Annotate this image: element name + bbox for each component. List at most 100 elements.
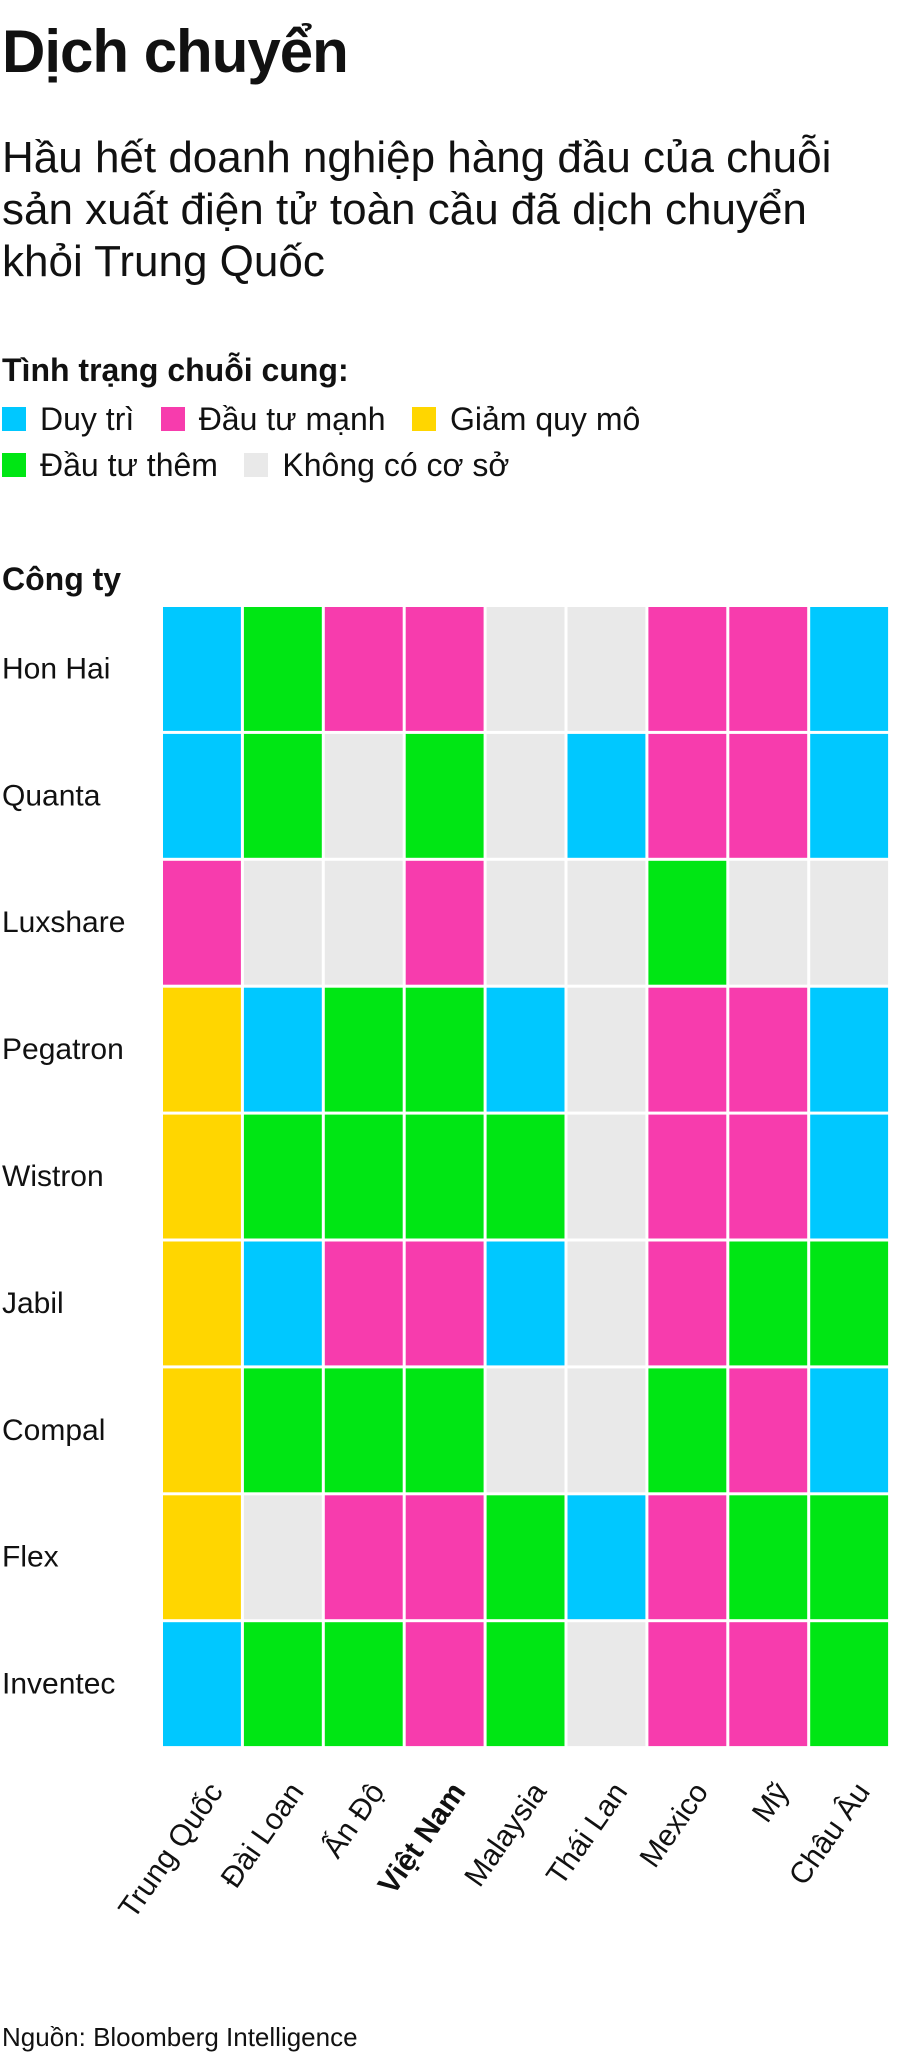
column-label: Mỹ: [746, 1777, 796, 1829]
row-label: Hon Hai: [2, 652, 110, 685]
column-label: Mexico: [634, 1777, 716, 1874]
legend-item-dau-tu-manh: Đầu tư mạnh: [160, 396, 386, 442]
row-label: Wistron: [2, 1160, 104, 1193]
heatmap-cell: [486, 733, 565, 858]
heatmap-cell: [324, 987, 403, 1112]
heatmap-cell: [648, 1241, 727, 1366]
heatmap-cell: [648, 1622, 727, 1747]
column-label: Thái Lan: [540, 1777, 634, 1892]
heatmap-cell: [405, 987, 484, 1112]
heatmap-cell: [405, 1114, 484, 1239]
heatmap-cell: [163, 1368, 241, 1493]
heatmap-cell: [243, 1495, 322, 1620]
legend-label-giam-quy-mo: Giảm quy mô: [449, 400, 641, 437]
heatmap-cell: [405, 1495, 484, 1620]
heatmap-cell: [163, 1241, 241, 1366]
heatmap-cell: [486, 1368, 565, 1493]
heatmap-cell: [405, 1622, 484, 1747]
legend-label-khong-co-co-so: Không có cơ sở: [282, 446, 510, 483]
heatmap-cell: [405, 607, 484, 731]
heatmap-cell: [324, 1241, 403, 1366]
heatmap-cell: [243, 1114, 322, 1239]
column-label: Châu Âu: [783, 1777, 877, 1892]
heatmap-cell: [729, 1241, 808, 1366]
heatmap-cell: [648, 860, 727, 985]
heatmap-cell: [163, 860, 241, 985]
heatmap-cell: [405, 1368, 484, 1493]
heatmap-cell: [243, 860, 322, 985]
legend-item-duy-tri: Duy trì: [2, 396, 134, 442]
heatmap-cell: [324, 607, 403, 731]
heatmap-cell: [810, 860, 889, 985]
heatmap-cell: [729, 1622, 808, 1747]
heatmap-cell: [163, 733, 241, 858]
heatmap-cell: [729, 987, 808, 1112]
row-label: Jabil: [2, 1287, 64, 1320]
heatmap-cell: [810, 1241, 889, 1366]
legend-item-dau-tu-them: Đầu tư thêm: [2, 442, 218, 488]
heatmap-cell: [567, 1368, 646, 1493]
row-header-label: Công ty: [2, 561, 122, 597]
heatmap-cell: [810, 1495, 889, 1620]
heatmap-cell: [163, 1114, 241, 1239]
heatmap-cell: [163, 1495, 241, 1620]
heatmap-cell: [729, 1495, 808, 1620]
heatmap-chart: Hon Hai Quanta Luxshare Pegatron Wistron Jabi…: [2, 607, 889, 1925]
heatmap-cell: [243, 607, 322, 731]
heatmap-cell: [648, 1495, 727, 1620]
heatmap-cell: [567, 1495, 646, 1620]
column-label: Đài Loan: [215, 1777, 311, 1894]
column-label: Ấn Độ: [316, 1776, 392, 1864]
legend: Duy trì Đầu tư mạnh Giảm quy mô Đầu tư t…: [2, 396, 882, 488]
legend-item-giam-quy-mo: Giảm quy mô: [411, 396, 641, 442]
heatmap-cell: [324, 860, 403, 985]
heatmap-cell: [567, 733, 646, 858]
heatmap-cell: [810, 1622, 889, 1747]
heatmap-cell: [243, 987, 322, 1112]
heatmap-cell: [324, 1622, 403, 1747]
heatmap-cell: [648, 1114, 727, 1239]
heatmap-cell: [810, 607, 889, 731]
heatmap-cell: [648, 733, 727, 858]
row-label: Compal: [2, 1414, 105, 1447]
heatmap-cell: [567, 987, 646, 1112]
heatmap-cell: [810, 733, 889, 858]
legend-swatch-dau-tu-manh: [160, 407, 185, 431]
row-label: Quanta: [2, 779, 101, 812]
row-label: Luxshare: [2, 906, 125, 939]
heatmap-cell: [810, 1368, 889, 1493]
heatmap-cell: [648, 607, 727, 731]
heatmap-cell: [405, 733, 484, 858]
heatmap-cell: [324, 1495, 403, 1620]
heatmap-cell: [567, 607, 646, 731]
heatmap-cell: [810, 1114, 889, 1239]
heatmap-cell: [324, 1114, 403, 1239]
heatmap-cell: [324, 1368, 403, 1493]
heatmap-cell: [243, 1241, 322, 1366]
heatmap-cell: [729, 733, 808, 858]
heatmap-cell: [729, 1368, 808, 1493]
legend-item-khong-co-co-so: Không có cơ sở: [244, 442, 509, 488]
source-note: Nguồn: Bloomberg Intelligence: [2, 2022, 358, 2052]
legend-swatch-duy-tri: [2, 407, 26, 431]
heatmap-cell: [567, 1241, 646, 1366]
heatmap-cell: [243, 1368, 322, 1493]
heatmap-cell: [567, 860, 646, 985]
chart-subtitle: Hầu hết doanh nghiệp hàng đầu của chuỗi …: [2, 133, 832, 286]
heatmap-cell: [486, 987, 565, 1112]
legend-swatch-khong-co-co-so: [244, 453, 269, 477]
column-label: Trung Quốc: [112, 1777, 229, 1925]
heatmap-cell: [405, 1241, 484, 1366]
heatmap-cell: [648, 987, 727, 1112]
heatmap-cell: [163, 607, 241, 731]
legend-swatch-dau-tu-them: [2, 453, 26, 477]
chart-title: Dịch chuyển: [2, 18, 349, 85]
row-label: Pegatron: [2, 1033, 124, 1066]
row-label: Flex: [2, 1541, 59, 1574]
heatmap-cell: [810, 987, 889, 1112]
heatmap-cell: [163, 1622, 241, 1747]
heatmap-cell: [486, 1622, 565, 1747]
legend-label-dau-tu-them: Đầu tư thêm: [40, 446, 218, 483]
heatmap-cell: [486, 1114, 565, 1239]
legend-title: Tình trạng chuỗi cung:: [2, 352, 349, 388]
